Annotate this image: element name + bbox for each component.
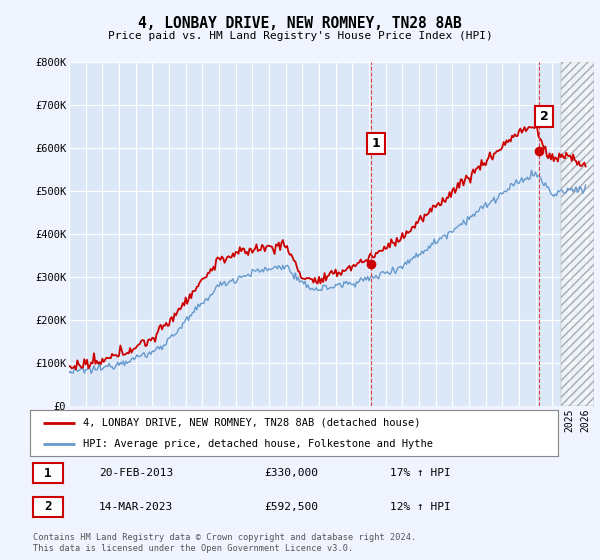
Text: Price paid vs. HM Land Registry's House Price Index (HPI): Price paid vs. HM Land Registry's House … xyxy=(107,31,493,41)
Text: 4, LONBAY DRIVE, NEW ROMNEY, TN28 8AB (detached house): 4, LONBAY DRIVE, NEW ROMNEY, TN28 8AB (d… xyxy=(83,418,420,428)
Text: 20-FEB-2013: 20-FEB-2013 xyxy=(99,468,173,478)
Text: 1: 1 xyxy=(44,466,52,480)
Text: 17% ↑ HPI: 17% ↑ HPI xyxy=(390,468,451,478)
Text: 1: 1 xyxy=(371,137,380,150)
Text: 2: 2 xyxy=(44,500,52,514)
Text: £592,500: £592,500 xyxy=(264,502,318,512)
Text: HPI: Average price, detached house, Folkestone and Hythe: HPI: Average price, detached house, Folk… xyxy=(83,439,433,449)
Text: 2: 2 xyxy=(540,110,548,123)
Text: 4, LONBAY DRIVE, NEW ROMNEY, TN28 8AB: 4, LONBAY DRIVE, NEW ROMNEY, TN28 8AB xyxy=(138,16,462,31)
Text: £330,000: £330,000 xyxy=(264,468,318,478)
Text: 12% ↑ HPI: 12% ↑ HPI xyxy=(390,502,451,512)
Text: Contains HM Land Registry data © Crown copyright and database right 2024.
This d: Contains HM Land Registry data © Crown c… xyxy=(33,533,416,553)
Text: 14-MAR-2023: 14-MAR-2023 xyxy=(99,502,173,512)
